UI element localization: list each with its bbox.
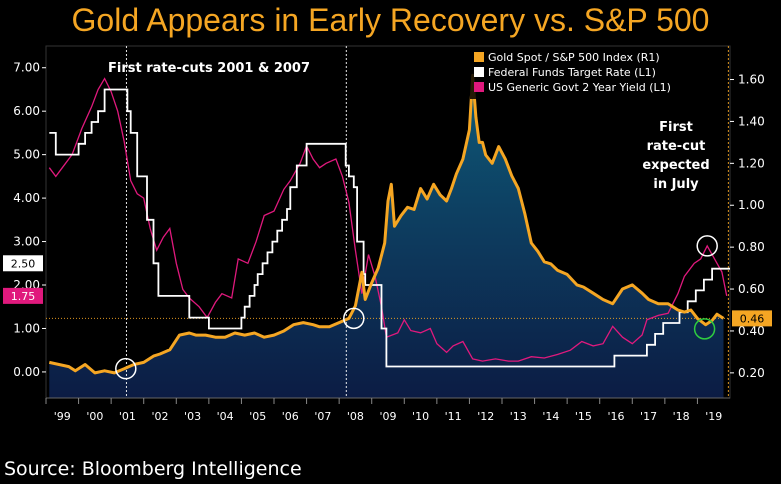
legend-swatch-2: [474, 82, 484, 92]
right-tick-label: 1.40: [738, 114, 765, 128]
value-badge-label-0: 2.50: [11, 257, 36, 270]
x-tick-label: '08: [347, 410, 364, 423]
value-badge-1: [3, 287, 43, 304]
x-tick-label: '00: [86, 410, 103, 423]
x-tick-label: '16: [607, 410, 624, 423]
left-tick-label: 1.00: [13, 321, 40, 335]
x-tick-label: '11: [445, 410, 462, 423]
value-badge-label-1: 1.75: [11, 290, 36, 303]
x-tick-label: '19: [705, 410, 722, 423]
legend-box: [470, 49, 725, 99]
legend-swatch-1: [474, 67, 484, 77]
left-tick-label: 5.00: [13, 148, 40, 162]
x-tick-label: '12: [477, 410, 494, 423]
x-tick-label: '07: [314, 410, 331, 423]
right-tick-label: 1.00: [738, 198, 765, 212]
value-badge-0: [3, 255, 43, 272]
x-tick-label: '14: [542, 410, 559, 423]
x-tick-label: '18: [673, 410, 690, 423]
annotation-expected-cut-0: First: [659, 120, 693, 135]
highlight-circle-2: [696, 235, 718, 257]
left-tick-label: 6.00: [13, 104, 40, 118]
x-tick-label: '15: [575, 410, 592, 423]
right-tick-label: 0.40: [738, 324, 765, 338]
x-tick-label: '02: [151, 410, 168, 423]
annotation-rate-cuts: First rate-cuts 2001 & 2007: [108, 61, 310, 76]
left-tick-label: 4.00: [13, 191, 40, 205]
highlight-circle-3: [693, 318, 716, 340]
source-note: Source: Bloomberg Intelligence: [4, 458, 302, 480]
annotation-expected-cut-1: rate-cut: [647, 139, 706, 154]
legend-label-0: Gold Spot / S&P 500 Index (R1): [488, 51, 660, 64]
x-tick-label: '06: [282, 410, 299, 423]
x-tick-label: '13: [510, 410, 527, 423]
right-tick-label: 0.60: [738, 282, 765, 296]
x-tick-label: '03: [184, 410, 201, 423]
x-tick-label: '99: [54, 410, 71, 423]
right-tick-label: 1.60: [738, 73, 765, 87]
chart-title: Gold Appears in Early Recovery vs. S&P 5…: [71, 2, 710, 38]
left-tick-label: 3.00: [13, 235, 40, 249]
x-tick-label: '01: [119, 410, 136, 423]
series-fedfunds-line: [49, 88, 730, 368]
x-tick-label: '10: [412, 410, 429, 423]
legend-label-2: US Generic Govt 2 Year Yield (L1): [488, 81, 671, 94]
legend-label-1: Federal Funds Target Rate (L1): [488, 66, 656, 79]
left-tick-label: 7.00: [13, 61, 40, 75]
left-tick-label: 0.00: [13, 365, 40, 379]
right-tick-label: 0.80: [738, 240, 765, 254]
annotation-expected-cut-3: in July: [653, 177, 699, 192]
x-tick-label: '17: [640, 410, 657, 423]
value-badge-2: [732, 310, 772, 327]
x-tick-label: '09: [379, 410, 396, 423]
value-badge-label-2: 0.46: [740, 312, 765, 325]
x-tick-label: '04: [217, 410, 234, 423]
legend-swatch-0: [474, 52, 484, 62]
highlight-circle-0: [115, 357, 137, 380]
x-tick-label: '05: [249, 410, 266, 423]
annotation-expected-cut-2: expected: [642, 158, 709, 173]
series-gold-line: [48, 73, 725, 375]
right-tick-label: 0.20: [738, 366, 765, 380]
right-tick-label: 1.20: [738, 156, 765, 170]
highlight-circle-1: [343, 307, 365, 330]
series-yield-line: [48, 77, 728, 362]
